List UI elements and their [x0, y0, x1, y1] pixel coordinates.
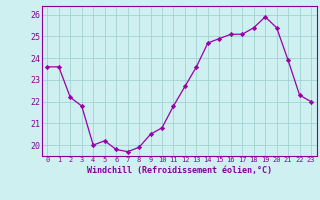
X-axis label: Windchill (Refroidissement éolien,°C): Windchill (Refroidissement éolien,°C) — [87, 166, 272, 175]
